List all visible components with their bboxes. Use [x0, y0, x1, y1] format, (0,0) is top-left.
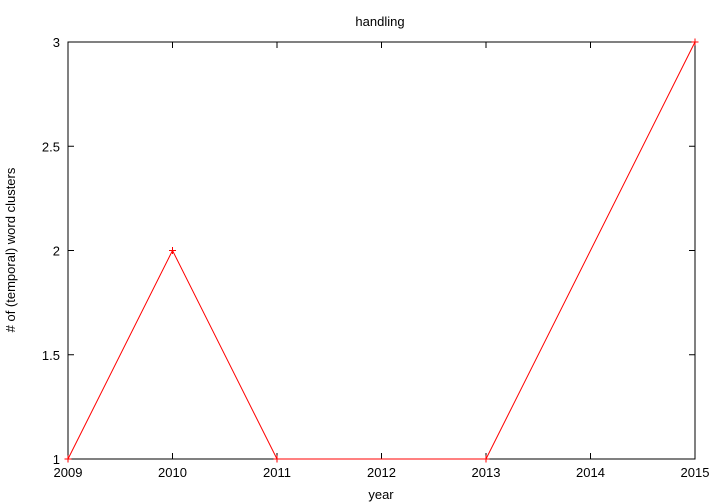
plot-frame [67, 41, 696, 460]
x-tick-label: 2015 [681, 465, 710, 480]
y-tick-label: 2 [53, 244, 60, 259]
y-tick-label: 1 [53, 452, 60, 467]
data-point [691, 38, 699, 46]
series-line [67, 41, 696, 460]
y-tick-label: 3 [53, 35, 60, 50]
series-layer [64, 38, 699, 463]
y-tick-label: 1.5 [42, 348, 60, 363]
x-tick-label: 2010 [158, 465, 187, 480]
x-tick-label: 2009 [54, 465, 83, 480]
x-axis: 2009 2010 2011 2012 2013 2014 2015 [54, 42, 710, 480]
x-tick-label: 2012 [367, 465, 396, 480]
chart-title: handling [355, 14, 404, 29]
data-point [169, 247, 176, 254]
x-axis-title: year [368, 487, 394, 502]
x-tick-label: 2014 [576, 465, 605, 480]
data-point [64, 455, 72, 463]
data-point [482, 455, 490, 463]
data-point [273, 455, 281, 463]
x-tick-label: 2013 [472, 465, 501, 480]
y-tick-label: 2.5 [42, 139, 60, 154]
y-axis: 1 1.5 2 2.5 3 [42, 35, 695, 467]
x-tick-label: 2011 [263, 465, 291, 480]
y-axis-title: # of (temporal) word clusters [3, 167, 18, 332]
